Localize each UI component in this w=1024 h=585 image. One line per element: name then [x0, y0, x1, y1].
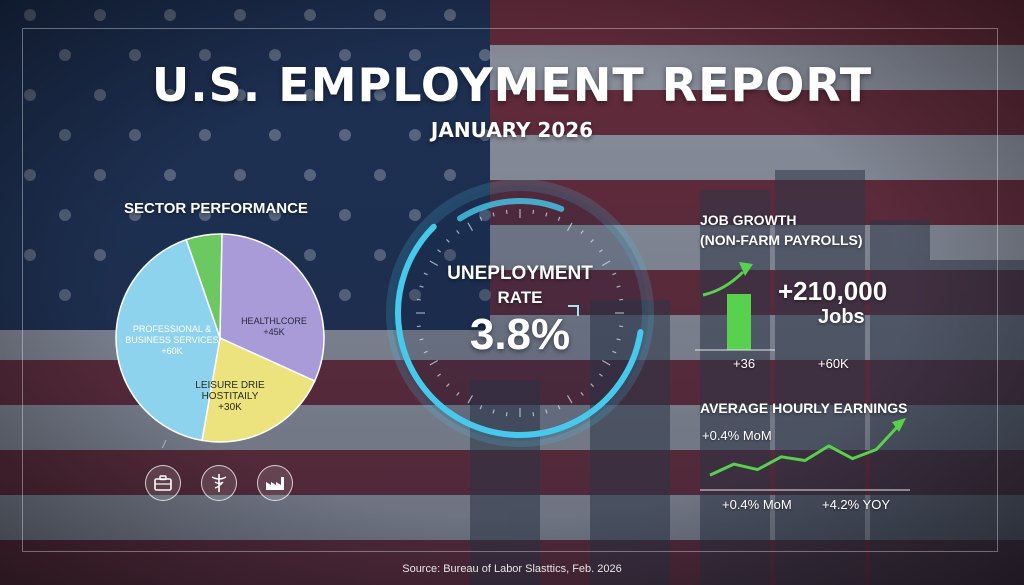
job-growth-left-label: +36	[733, 356, 756, 371]
content-frame	[22, 28, 998, 552]
job-growth-value: +210,000	[778, 276, 888, 306]
page-title: U.S. EMPLOYMENT REPORT	[151, 58, 873, 112]
job-growth-title-line2: (NON-FARM PAYROLLS)	[700, 232, 863, 248]
earnings-line-chart	[700, 418, 910, 491]
sector-pie-chart	[115, 233, 325, 448]
sector-title: SECTOR PERFORMANCE	[124, 200, 308, 217]
unemployment-value: 3.8%	[469, 310, 571, 359]
unemployment-label-line2: RATE	[497, 288, 543, 307]
sector-icon-healthcare	[201, 465, 237, 501]
factory-icon	[266, 477, 284, 490]
pie-value-professional: +60K	[161, 346, 183, 356]
pie-label-healthcare: HEALTHLCORE +45K	[238, 316, 310, 338]
pie-slice-healthcare	[219, 233, 325, 383]
sector-icon-business	[145, 465, 181, 501]
sector-icon-industry	[257, 465, 293, 501]
job-growth-title-line1: JOB GROWTH	[700, 212, 797, 228]
earnings-title: AVERAGE HOURLY EARNINGS	[700, 400, 908, 416]
job-growth-right-label: +60K	[818, 356, 849, 371]
briefcase-icon	[154, 475, 172, 491]
unemployment-label: UNEPLOYMENT RATE	[430, 262, 610, 310]
unemployment-label-line1: UNEPLOYMENT	[447, 263, 593, 284]
pie-label-professional: PROFESSIONAL & BUSINESS SERVICES +60K	[122, 324, 222, 357]
earnings-right-label: +4.2% YOY	[822, 497, 891, 512]
page-subtitle: JANUARY 2026	[430, 118, 594, 142]
pie-value-leisure: +30K	[218, 402, 242, 413]
job-growth-unit: Jobs	[818, 306, 865, 328]
pie-value-healthcare: +45K	[263, 327, 285, 337]
caduceus-icon	[211, 474, 227, 492]
earnings-left-label: +0.4% MoM	[722, 497, 792, 512]
pie-slice-leisure	[201, 336, 316, 443]
job-growth-bar	[727, 294, 751, 350]
job-growth-bar-chart	[695, 262, 775, 351]
pie-label-healthcare-text: HEALTHLCORE	[241, 316, 307, 326]
pie-label-leisure: LEISURE DRIE HOSTITAILY +30K	[180, 380, 280, 413]
pie-label-leisure-text: LEISURE DRIE HOSTITAILY	[195, 380, 265, 402]
earnings-series-line	[709, 422, 902, 477]
earnings-arrow-head	[892, 418, 906, 432]
unemployment-gauge	[386, 179, 654, 447]
job-growth-title: JOB GROWTH (NON-FARM PAYROLLS)	[700, 210, 863, 250]
pie-label-professional-text: PROFESSIONAL & BUSINESS SERVICES	[125, 324, 219, 345]
source-note: Source: Bureau of Labor Slasttics, Feb. …	[402, 563, 622, 575]
pie-slice-professional	[115, 238, 221, 442]
earnings-top-note: +0.4% MoM	[702, 428, 772, 443]
